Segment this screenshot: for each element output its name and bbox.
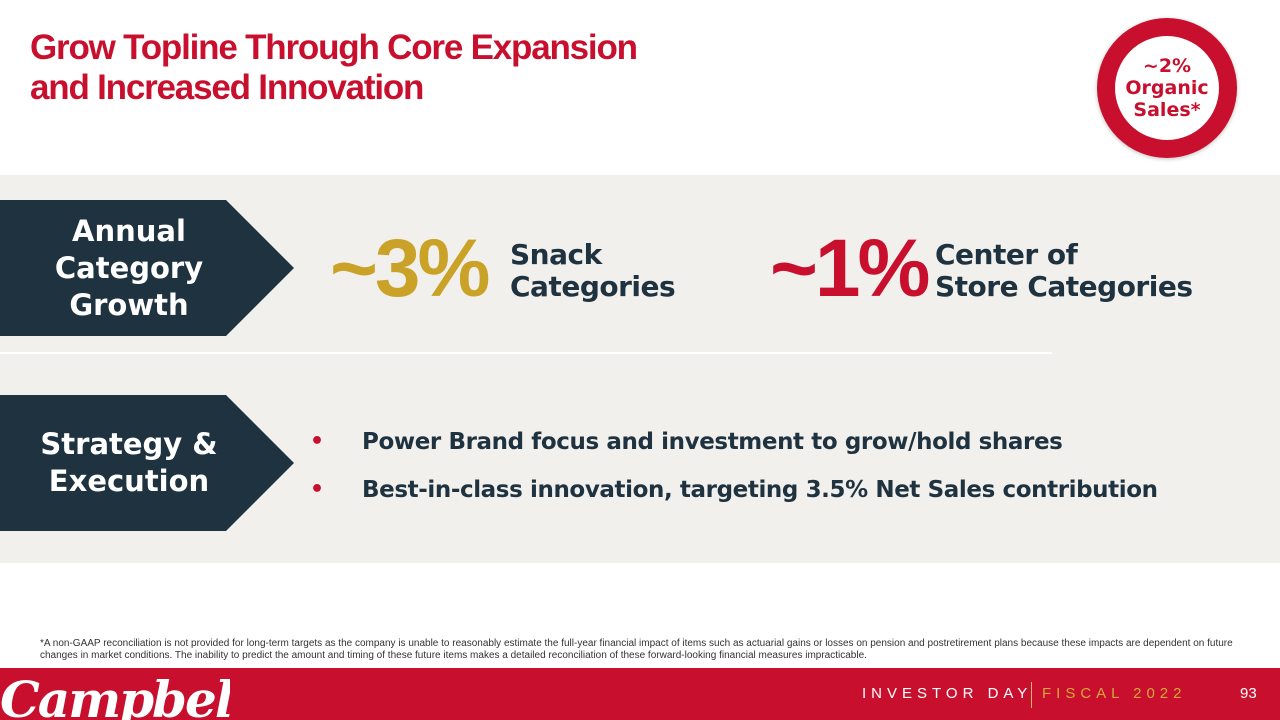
page-title: Grow Topline Through Core Expansion and … <box>30 28 638 108</box>
strategy-bullet-list: • Power Brand focus and investment to gr… <box>310 425 1158 521</box>
page-number: 93 <box>1240 685 1257 702</box>
chevron-label-line: Annual <box>72 213 186 248</box>
bullet-text: Best-in-class innovation, targeting 3.5%… <box>362 477 1158 503</box>
snack-growth-value: ~3% <box>330 223 490 314</box>
badge-label-organic: Organic <box>1125 77 1209 99</box>
page-title-line-1: Grow Topline Through Core Expansion <box>30 28 638 67</box>
footer-investor-day: INVESTOR DAY <box>862 685 1033 702</box>
annual-category-growth-chevron: Annual Category Growth <box>0 200 294 336</box>
organic-sales-badge: ~2% Organic Sales* <box>1097 18 1237 158</box>
center-store-growth-value: ~1% <box>770 223 930 314</box>
list-item: • Best-in-class innovation, targeting 3.… <box>310 473 1158 507</box>
footnote: *A non-GAAP reconciliation is not provid… <box>40 638 1233 661</box>
snack-label-line-2: Categories <box>510 270 676 303</box>
snack-categories-label: Snack Categories <box>510 238 676 303</box>
center-store-categories-label: Center of Store Categories <box>935 239 1193 303</box>
chevron-label-line: Growth <box>69 287 189 322</box>
page-title-line-2: and Increased Innovation <box>30 68 424 107</box>
badge-value: ~2% <box>1142 55 1192 77</box>
organic-sales-badge-inner: ~2% Organic Sales* <box>1115 36 1219 140</box>
bullet-text: Power Brand focus and investment to grow… <box>362 429 1063 455</box>
bullet-icon: • <box>310 477 324 502</box>
center-label-line-2: Store Categories <box>935 270 1193 303</box>
list-item: • Power Brand focus and investment to gr… <box>310 425 1158 459</box>
strategy-execution-chevron: Strategy & Execution <box>0 395 294 531</box>
chevron-label-line: Execution <box>48 464 210 498</box>
chevron-label-line: Strategy & <box>40 427 218 461</box>
center-label-line-1: Center of <box>935 238 1078 271</box>
badge-label-sales: Sales* <box>1133 99 1201 121</box>
section-divider <box>0 352 1052 354</box>
footer-separator <box>1031 682 1032 708</box>
campbells-logo: Campbell's <box>0 670 230 720</box>
bullet-icon: • <box>310 429 324 454</box>
footer-bar: Campbell's INVESTOR DAY FISCAL 2022 93 <box>0 668 1280 720</box>
snack-label-line-1: Snack <box>510 238 602 271</box>
footer-fiscal-year: FISCAL 2022 <box>1042 685 1187 702</box>
chevron-label-line: Category <box>54 250 204 285</box>
